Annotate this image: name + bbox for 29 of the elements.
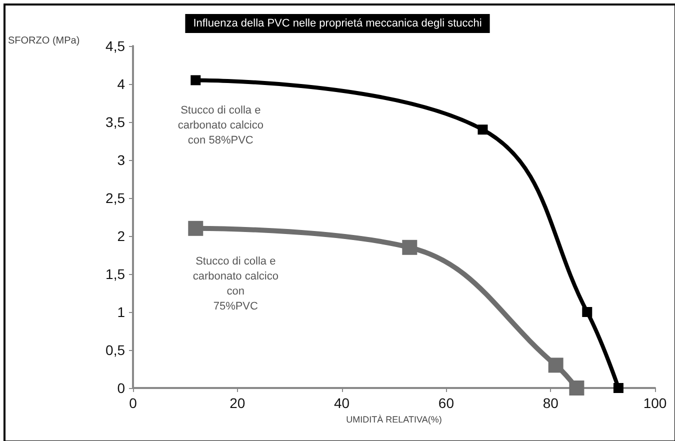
- y-tick-label: 0,5: [106, 342, 126, 358]
- series-label: Stucco di colla e carbonato calcico con 58%PVC: [178, 104, 264, 147]
- x-tick-label: 40: [334, 395, 350, 411]
- y-tick-label: 0: [117, 380, 126, 396]
- x-axis-title: UMIDITÀ RELATIVA(%): [346, 414, 442, 424]
- y-tick-label: 2,5: [106, 190, 126, 206]
- point: [402, 240, 418, 255]
- y-tick-label: 3,5: [106, 114, 126, 130]
- x-tick-label: 0: [129, 395, 138, 411]
- point: [548, 358, 564, 373]
- point: [190, 75, 201, 86]
- y-tick-label: 4: [117, 76, 126, 92]
- series-label: Stucco di colla e carbonato calcico con 75%PVC: [192, 255, 278, 312]
- point: [188, 220, 204, 236]
- point: [582, 307, 592, 317]
- y-tick-label: 2: [117, 228, 126, 244]
- x-tick-label: 60: [438, 395, 454, 411]
- y-tick-label: 1,5: [106, 266, 126, 282]
- x-tick-label: 20: [230, 395, 246, 411]
- chart-title: Influenza della PVC nelle proprietá meccanica degli stucchi: [193, 18, 482, 30]
- point: [613, 383, 624, 393]
- x-tick-label: 80: [542, 395, 559, 411]
- y-tick-label: 3: [117, 152, 126, 168]
- y-tick-label: 4,5: [106, 38, 126, 54]
- y-axis-title: SFORZO (MPa): [8, 36, 80, 46]
- y-tick-label: 1: [117, 304, 126, 320]
- point: [478, 124, 488, 135]
- x-tick-label: 100: [643, 395, 667, 411]
- point: [569, 380, 584, 396]
